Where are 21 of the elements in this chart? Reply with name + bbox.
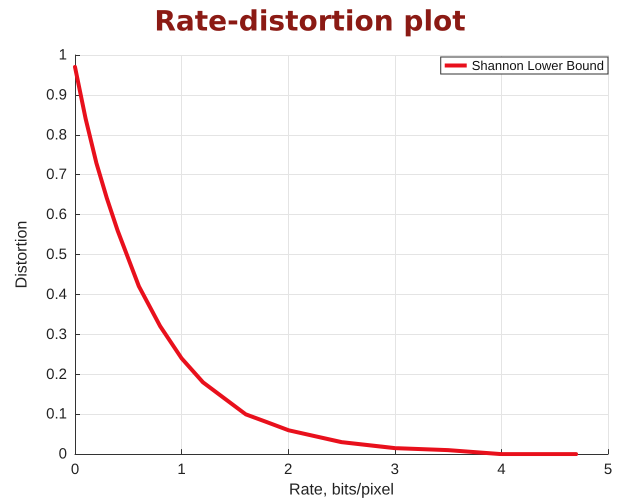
x-tick-label: 2 — [284, 461, 292, 478]
x-axis-title: Rate, bits/pixel — [289, 482, 394, 498]
x-tick-label: 5 — [604, 461, 612, 478]
x-tick-label: 0 — [70, 461, 80, 478]
y-tick-label: 0.4 — [46, 286, 67, 303]
y-axis-title: Distortion — [14, 220, 30, 288]
x-tick-label: 4 — [497, 461, 506, 478]
legend-label: Shannon Lower Bound — [472, 58, 604, 73]
y-tick-label: 0.2 — [46, 366, 67, 383]
x-tick-label: 1 — [177, 461, 186, 478]
y-tick-label: 1 — [58, 46, 67, 64]
y-tick-label: 0.3 — [46, 326, 67, 343]
y-tick-label: 0.7 — [46, 166, 67, 184]
y-tick-label: 0.9 — [46, 86, 67, 104]
y-tick-label: 0 — [58, 446, 67, 463]
y-tick-label: 0.8 — [46, 126, 67, 144]
y-tick-label: 0.6 — [46, 206, 67, 224]
y-tick-label: 0.5 — [46, 246, 67, 264]
y-tick-label: 0.1 — [46, 406, 67, 423]
chart-title: Rate-distortion plot — [154, 4, 466, 38]
x-tick-label: 3 — [390, 461, 399, 478]
